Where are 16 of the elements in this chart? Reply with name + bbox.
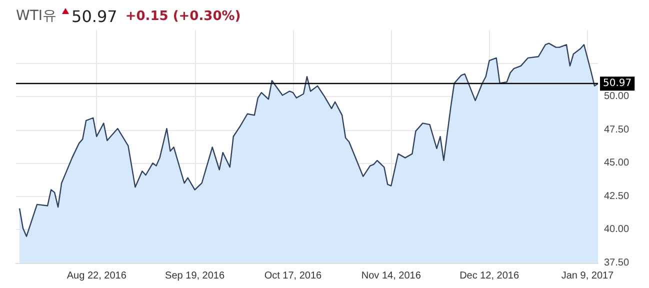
y-tick-label: 40.00 <box>604 224 630 236</box>
y-tick-label: 47.50 <box>604 124 630 136</box>
ref-line-label: 50.97 <box>603 78 632 90</box>
chart-title: WTI유 <box>16 7 57 25</box>
y-tick-label: 50.00 <box>604 91 630 102</box>
x-tick-label: Jan 9, 2017 <box>561 270 614 282</box>
text: +0.15 (+0.30%) <box>125 8 241 24</box>
y-tick-label: 45.00 <box>604 158 630 169</box>
x-tick-label: Aug 22, 2016 <box>66 270 127 282</box>
y-tick-label: 42.50 <box>604 190 630 202</box>
y-tick-label: 37.50 <box>604 258 630 268</box>
x-tick-label: Dec 12, 2016 <box>460 270 520 282</box>
x-tick-label: Oct 17, 2016 <box>264 270 322 282</box>
chart-subtitle: 50.97 <box>72 6 118 26</box>
x-tick-label: Nov 14, 2016 <box>361 270 422 282</box>
x-tick-label: Sep 19, 2016 <box>165 270 225 282</box>
